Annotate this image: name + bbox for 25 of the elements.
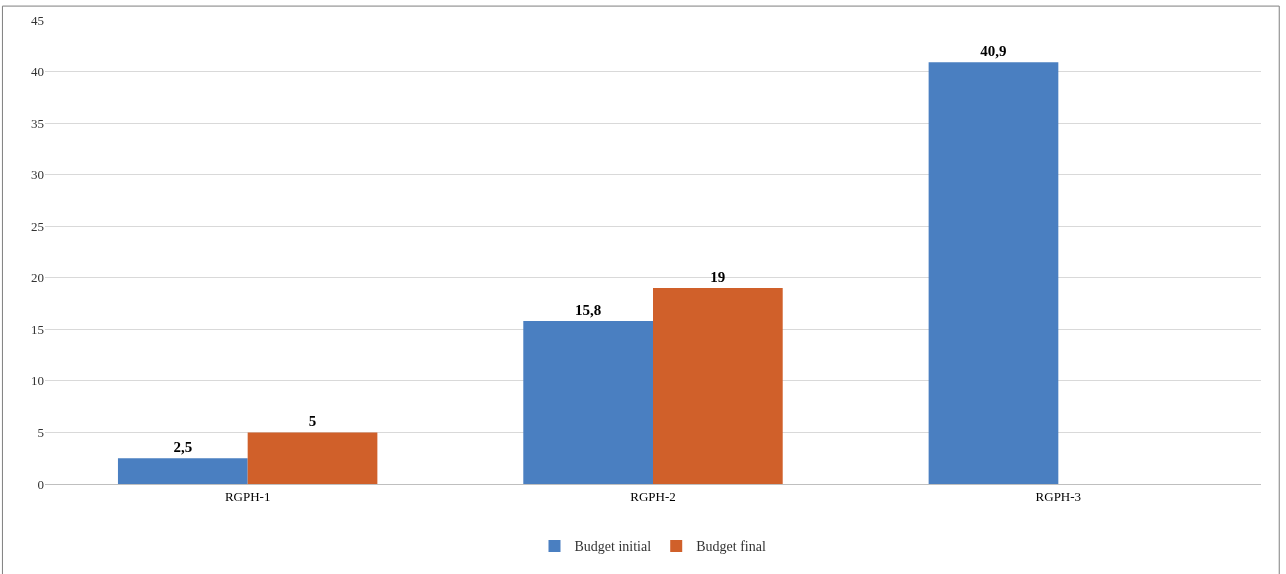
x-tick-label: RGPH-2 [630, 488, 676, 504]
y-tick-label: 30 [31, 167, 44, 183]
legend-label: Budget final [696, 539, 766, 555]
bar [523, 321, 653, 484]
data-label: 40,9 [980, 43, 1007, 60]
data-label: 15,8 [575, 302, 602, 319]
y-tick-label: 10 [31, 373, 44, 389]
y-tick-label: 40 [31, 64, 44, 80]
y-tick-label: 0 [37, 476, 44, 492]
data-label: 2,5 [173, 439, 193, 456]
data-label: 19 [710, 269, 726, 286]
y-tick-label: 15 [31, 321, 44, 337]
bar [247, 432, 378, 484]
x-tick-label: RGPH-3 [1035, 488, 1082, 504]
bar [117, 458, 248, 484]
x-tick-label: RGPH-1 [224, 488, 271, 504]
legend-label: Budget initial [574, 539, 652, 555]
bar [653, 288, 783, 484]
y-tick-label: 20 [31, 270, 44, 286]
y-tick-label: 25 [31, 218, 44, 234]
data-label: 5 [308, 413, 317, 430]
y-tick-label: 45 [31, 12, 44, 28]
bar [928, 62, 1059, 484]
y-tick-label: 35 [31, 115, 44, 131]
y-tick-label: 5 [37, 424, 44, 440]
